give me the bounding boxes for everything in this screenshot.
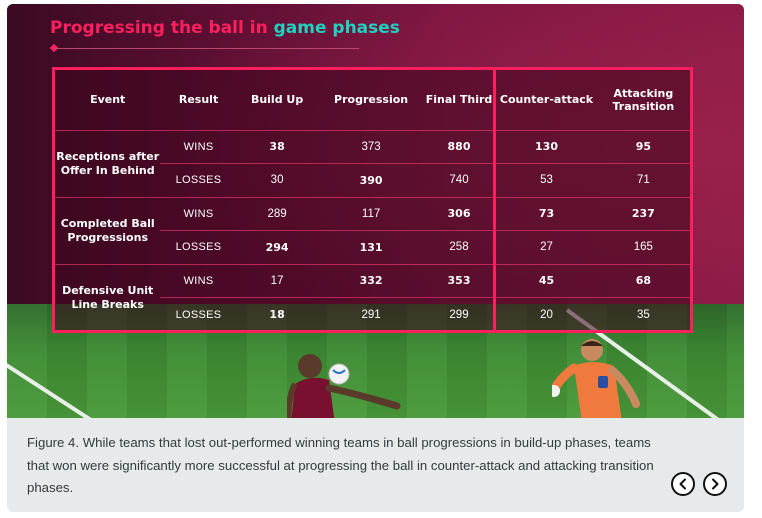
value-cell: 306 <box>424 196 495 231</box>
column-header-result: Result <box>178 93 219 107</box>
stats-table-frame: Event Result Build Up Progression Final … <box>52 67 693 333</box>
value-cell: 299 <box>424 297 495 331</box>
value-cell: 294 <box>236 230 318 264</box>
value-cell: 131 <box>317 230 425 264</box>
chevron-left-icon <box>679 478 686 490</box>
value-cell: 291 <box>317 297 425 331</box>
value-cell: 289 <box>236 196 318 231</box>
value-cell: 258 <box>424 230 495 264</box>
table-row: Receptions after Offer In Behind WINS 38… <box>55 129 690 197</box>
value-cell: 20 <box>493 297 597 331</box>
value-cell: 95 <box>596 129 690 164</box>
value-cell: 353 <box>424 263 495 298</box>
column-header-attacking-transition: Attacking Transition <box>612 86 675 113</box>
value-cell: 30 <box>236 163 318 197</box>
value-cell: 117 <box>317 196 425 231</box>
value-cell: 130 <box>493 129 597 164</box>
value-cell: 880 <box>424 129 495 164</box>
value-cell: 237 <box>596 196 690 231</box>
value-cell: 165 <box>596 230 690 264</box>
value-cell: 71 <box>596 163 690 197</box>
table-row: Defensive Unit Line Breaks WINS 17 332 3… <box>55 263 690 331</box>
value-cell: 390 <box>317 163 425 197</box>
table-header-row: Event Result Build Up Progression Final … <box>55 70 690 130</box>
value-cell: 73 <box>493 196 597 231</box>
table-row: LOSSES 294 131 258 27 165 <box>55 230 690 264</box>
stats-table: Event Result Build Up Progression Final … <box>55 70 690 331</box>
value-cell: 373 <box>317 129 425 164</box>
value-cell: 17 <box>236 263 318 298</box>
column-header-final-third: Final Third <box>425 93 493 107</box>
column-header-build-up: Build Up <box>250 93 304 107</box>
value-cell: 332 <box>317 263 425 298</box>
next-figure-button[interactable] <box>703 472 727 496</box>
value-cell: 35 <box>596 297 690 331</box>
graphic-title-part1: Progressing the ball in <box>50 18 274 38</box>
table-row: LOSSES 30 390 740 53 71 <box>55 163 690 197</box>
result-cell: LOSSES <box>160 297 237 331</box>
figure-card: Progressing the ball in game phases Even… <box>7 4 744 512</box>
column-header-counter-attack: Counter-attack <box>493 70 597 130</box>
table-row: Completed Ball Progressions WINS 289 117… <box>55 196 690 264</box>
value-cell: 27 <box>493 230 597 264</box>
figure-graphic: Progressing the ball in game phases Even… <box>7 4 744 418</box>
event-cell: Completed Ball Progressions <box>55 196 161 264</box>
event-cell: Receptions after Offer In Behind <box>55 129 161 197</box>
column-header-event: Event <box>90 93 126 107</box>
result-cell: WINS <box>160 129 237 164</box>
chevron-right-icon <box>712 478 719 490</box>
result-cell: WINS <box>160 263 237 298</box>
result-cell: LOSSES <box>160 163 237 197</box>
column-header-progression: Progression <box>334 93 409 107</box>
value-cell: 68 <box>596 263 690 298</box>
graphic-title: Progressing the ball in game phases <box>50 18 400 38</box>
table-row: LOSSES 18 291 299 20 35 <box>55 297 690 331</box>
value-cell: 740 <box>424 163 495 197</box>
title-underline <box>54 48 359 49</box>
previous-figure-button[interactable] <box>671 472 695 496</box>
value-cell: 53 <box>493 163 597 197</box>
value-cell: 45 <box>493 263 597 298</box>
event-cell: Defensive Unit Line Breaks <box>55 263 161 331</box>
result-cell: LOSSES <box>160 230 237 264</box>
figure-caption: Figure 4. While teams that lost out-perf… <box>27 435 654 495</box>
result-cell: WINS <box>160 196 237 231</box>
graphic-title-part2: game phases <box>273 18 400 38</box>
value-cell: 38 <box>236 129 318 164</box>
value-cell: 18 <box>236 297 318 331</box>
player-illustration <box>287 354 401 418</box>
goalkeeper-illustration <box>552 339 640 418</box>
